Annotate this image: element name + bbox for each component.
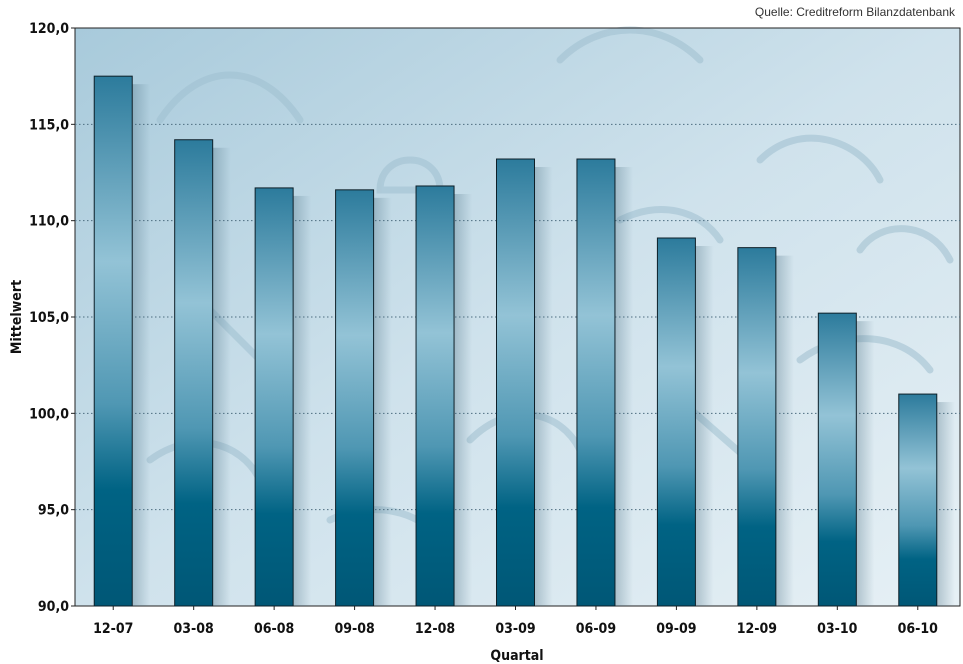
bar: [415, 185, 455, 607]
bar: [93, 75, 133, 607]
bar-shadow: [534, 167, 553, 606]
y-tick-label: 105,0: [29, 310, 69, 326]
y-tick-label: 95,0: [38, 503, 69, 519]
x-tick-label: 09-08: [334, 621, 374, 637]
y-tick-label: 110,0: [29, 214, 69, 230]
y-tick-label: 90,0: [38, 599, 69, 615]
x-tick-label: 06-09: [576, 621, 616, 637]
x-tick-label: 12-07: [93, 621, 133, 637]
x-tick-label: 06-10: [898, 621, 939, 637]
bars-group: [93, 75, 955, 607]
bar-shadow: [775, 255, 794, 606]
x-tick-label: 03-10: [817, 621, 858, 637]
y-tick-label: 100,0: [29, 406, 69, 422]
y-tick-label: 120,0: [29, 21, 69, 37]
bar-shadow: [373, 197, 392, 606]
x-tick-label: 12-08: [415, 621, 455, 637]
bar: [898, 393, 938, 607]
bar: [254, 187, 294, 607]
bar-shadow: [614, 167, 633, 606]
x-tick-label: 06-08: [254, 621, 294, 637]
bar: [496, 158, 535, 607]
y-tick-label: 115,0: [29, 117, 69, 133]
grid-lines: [75, 123, 960, 511]
x-tick-label: 12-09: [737, 621, 777, 637]
bar: [335, 189, 375, 607]
bar-shadow: [936, 402, 955, 606]
bar: [817, 312, 857, 607]
y-axis-label: Mittelwert: [9, 280, 25, 354]
x-tick-label: 03-09: [495, 621, 535, 637]
bar: [174, 139, 214, 607]
bar-shadow: [454, 193, 473, 606]
bar-shadow: [293, 195, 312, 606]
y-tick-labels: 90,0 95,0 100,0 105,0 110,0 115,0 120,0: [29, 21, 75, 615]
x-tick-labels: 12-07 03-08 06-08 09-08 12-08 03-09 06-09 09-09…: [93, 606, 938, 637]
bar-shadow: [132, 84, 151, 606]
bar-shadow: [212, 147, 231, 606]
source-note: Quelle: Creditreform Bilanzdatenbank: [755, 5, 956, 19]
x-axis-label: Quartal: [490, 648, 543, 664]
x-tick-label: 03-08: [174, 621, 214, 637]
bar: [656, 237, 696, 607]
bar-shadow: [695, 246, 714, 607]
bar-shadow: [856, 321, 875, 606]
bar: [737, 247, 777, 607]
x-tick-label: 09-09: [656, 621, 696, 637]
bar: [576, 158, 616, 607]
